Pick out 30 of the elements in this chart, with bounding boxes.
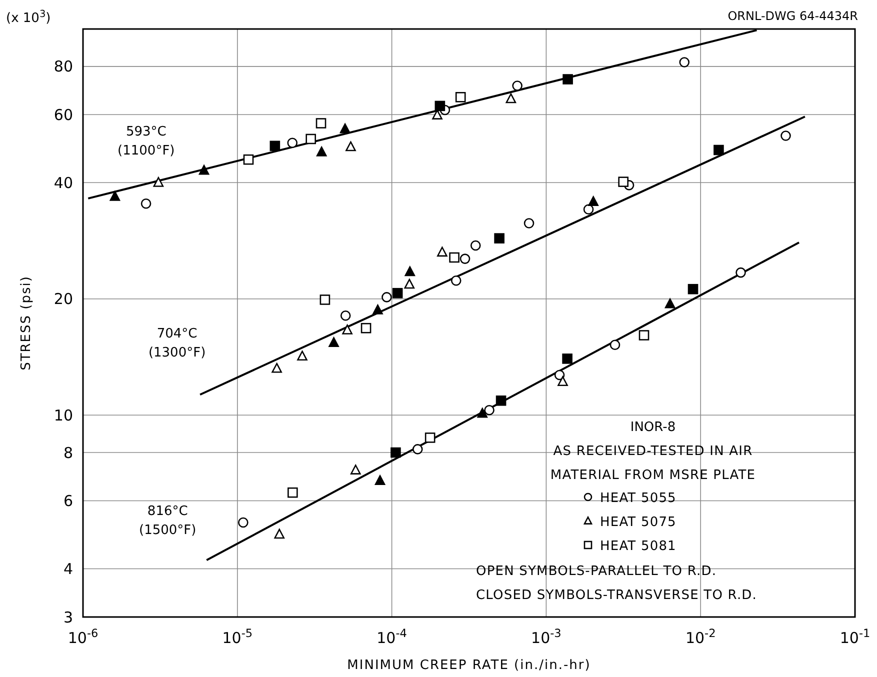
- legend-label: HEAT 5055: [600, 491, 676, 506]
- y-tick-label: 6: [63, 492, 73, 510]
- y-tick-label: 60: [54, 106, 73, 124]
- annotation: OPEN SYMBOLS-PARALLEL TO R.D.: [476, 564, 717, 579]
- y-tick-label: 8: [63, 444, 73, 462]
- annotation: AS RECEIVED-TESTED IN AIR: [553, 444, 753, 459]
- x-tick-label: 10$^{-2}$: [685, 626, 716, 647]
- x-tick-label: 10$^{-3}$: [531, 626, 562, 647]
- x-axis-title: MINIMUM CREEP RATE (in./in.-hr): [347, 658, 591, 673]
- series-label: 816°C (1500°F): [139, 504, 196, 538]
- y-tick-label: 20: [54, 290, 73, 308]
- y-tick-label: 3: [63, 608, 73, 626]
- x-tick-label: 10$^{-6}$: [68, 626, 98, 647]
- y-tick-label: 4: [63, 560, 73, 578]
- annotation: MATERIAL FROM MSRE PLATE: [550, 468, 756, 483]
- y-axis-title: STRESS (psi): [19, 276, 34, 370]
- text: ORNL-DWG 64-4434R: [728, 9, 858, 23]
- legend-title: INOR-8: [630, 420, 676, 435]
- x-tick-label: 10$^{-1}$: [840, 626, 870, 647]
- y-tick-label: 40: [54, 174, 73, 192]
- text: (x 10$^{3}$): [6, 8, 51, 26]
- x-tick-label: 10$^{-4}$: [376, 626, 407, 647]
- legend-label: HEAT 5081: [600, 539, 676, 554]
- y-tick-label: 80: [54, 58, 73, 76]
- legend-label: HEAT 5075: [600, 515, 676, 530]
- y-tick-label: 10: [54, 406, 73, 424]
- x-tick-label: 10$^{-5}$: [222, 626, 253, 647]
- text: 704°C (1300°F): [148, 326, 206, 361]
- annotation: CLOSED SYMBOLS-TRANSVERSE TO R.D.: [476, 588, 758, 603]
- series-label: 593°C (1100°F): [118, 124, 175, 158]
